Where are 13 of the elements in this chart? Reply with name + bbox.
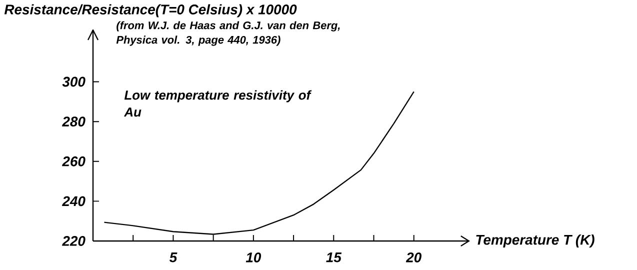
- y-tick-label: 260: [62, 156, 86, 166]
- y-tick-label: 300: [62, 76, 86, 87]
- y-axis-title: Resistance/Resistance(T=0 Celsius) x 10000: [4, 4, 297, 18]
- x-tick-label: 20: [406, 252, 422, 262]
- annotation: (from W.J. de Haas and G.J. van den Berg, Physica vol. 3, page 440, 1936): [116, 21, 340, 46]
- x-tick-label: 15: [326, 252, 342, 262]
- y-tick-label: 220: [62, 236, 86, 246]
- x-tick-label: 10: [246, 252, 262, 262]
- x-axis-title: Temperature T (K): [476, 234, 594, 248]
- annotation: Low temperature resistivity of Au: [124, 90, 312, 117]
- y-tick-label: 240: [62, 196, 86, 206]
- x-tick-label: 5: [169, 252, 178, 262]
- y-tick-label: 280: [62, 116, 86, 127]
